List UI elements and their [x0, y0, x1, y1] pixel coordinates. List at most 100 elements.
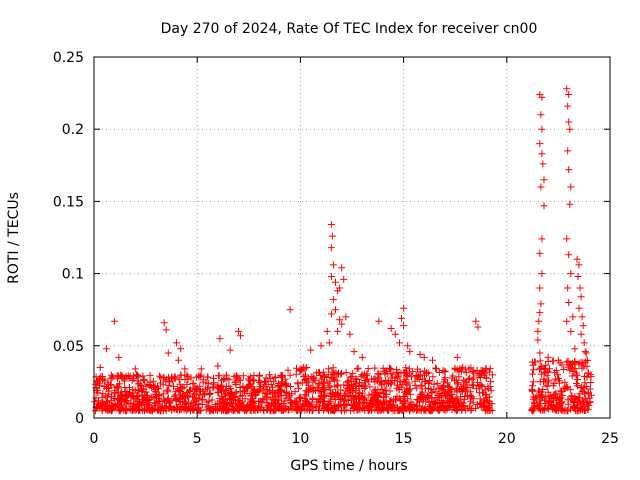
data-point	[536, 349, 544, 357]
data-point	[376, 370, 384, 378]
data-point	[577, 293, 585, 301]
data-point	[420, 396, 427, 404]
data-point	[293, 364, 300, 372]
data-point	[411, 377, 419, 385]
data-point	[565, 299, 573, 306]
data-point	[538, 150, 546, 158]
data-point	[560, 366, 568, 373]
data-point	[134, 392, 142, 400]
data-point	[583, 356, 591, 364]
data-point	[430, 399, 438, 407]
data-point	[455, 367, 463, 375]
data-point	[149, 377, 157, 385]
data-point	[91, 398, 99, 406]
data-point	[224, 407, 232, 415]
data-point	[566, 200, 574, 208]
data-point	[118, 404, 126, 412]
data-point	[565, 118, 573, 126]
data-point	[476, 374, 484, 381]
data-point	[284, 406, 292, 414]
data-point	[176, 405, 184, 413]
data-point	[131, 365, 139, 373]
data-point	[201, 390, 209, 398]
data-point	[349, 369, 357, 377]
data-point	[103, 405, 111, 413]
data-point	[297, 394, 305, 402]
data-point	[474, 323, 482, 331]
axis-ticks: 0 5 10 15 20 25 0 0.05 0.1 0.15 0.2 0.25	[53, 50, 619, 447]
data-point	[107, 397, 115, 405]
data-point	[108, 404, 115, 412]
data-point	[418, 381, 426, 389]
data-point	[302, 371, 309, 379]
data-point	[540, 176, 548, 184]
data-point	[259, 395, 267, 403]
data-point	[204, 373, 212, 381]
data-point	[543, 372, 551, 380]
data-point	[350, 348, 358, 356]
data-point	[208, 396, 216, 404]
data-point	[139, 387, 146, 395]
data-point	[529, 378, 537, 386]
data-point	[533, 395, 541, 403]
data-point	[456, 386, 464, 394]
data-point	[274, 402, 282, 410]
data-point	[334, 390, 342, 397]
data-point	[177, 345, 185, 353]
data-point	[564, 102, 572, 110]
data-point	[222, 383, 230, 390]
data-point	[214, 362, 222, 370]
data-point	[346, 330, 354, 338]
data-point	[189, 405, 197, 413]
y-tick-label: 0.15	[53, 194, 84, 210]
data-point	[326, 386, 334, 394]
data-point	[468, 405, 476, 413]
data-point	[342, 369, 350, 377]
data-point	[369, 401, 377, 409]
data-point	[294, 380, 302, 388]
data-point	[568, 372, 576, 380]
data-point	[205, 391, 213, 398]
data-point	[306, 401, 314, 409]
data-point	[584, 369, 592, 377]
data-point	[218, 377, 225, 385]
data-point	[584, 405, 592, 413]
data-point	[405, 365, 413, 373]
data-point	[309, 375, 317, 383]
data-point	[580, 339, 588, 347]
data-point	[351, 395, 358, 403]
data-point	[226, 399, 234, 406]
data-point	[467, 407, 475, 414]
data-point	[420, 353, 428, 361]
data-point	[294, 400, 301, 408]
data-point	[393, 392, 401, 400]
data-point	[418, 388, 426, 396]
data-point	[227, 400, 235, 408]
data-points	[91, 85, 595, 415]
data-point	[559, 391, 567, 399]
data-point	[397, 383, 405, 391]
data-point	[380, 389, 387, 397]
data-point	[112, 403, 119, 411]
data-point	[142, 405, 150, 413]
data-point	[451, 365, 459, 373]
data-point	[401, 369, 409, 377]
data-point	[472, 317, 480, 325]
data-point	[257, 380, 265, 388]
data-point	[468, 392, 476, 400]
data-point	[231, 379, 239, 387]
data-point	[302, 398, 310, 406]
data-point	[577, 330, 585, 338]
data-point	[383, 380, 391, 388]
data-point	[150, 399, 158, 407]
data-point	[284, 366, 292, 374]
data-point	[350, 377, 358, 385]
data-point	[362, 383, 370, 391]
data-point	[454, 396, 462, 404]
data-point	[444, 391, 452, 399]
data-point	[551, 391, 559, 398]
data-point	[318, 381, 326, 389]
data-point	[387, 325, 395, 332]
data-point	[364, 406, 372, 414]
data-point	[222, 399, 230, 407]
